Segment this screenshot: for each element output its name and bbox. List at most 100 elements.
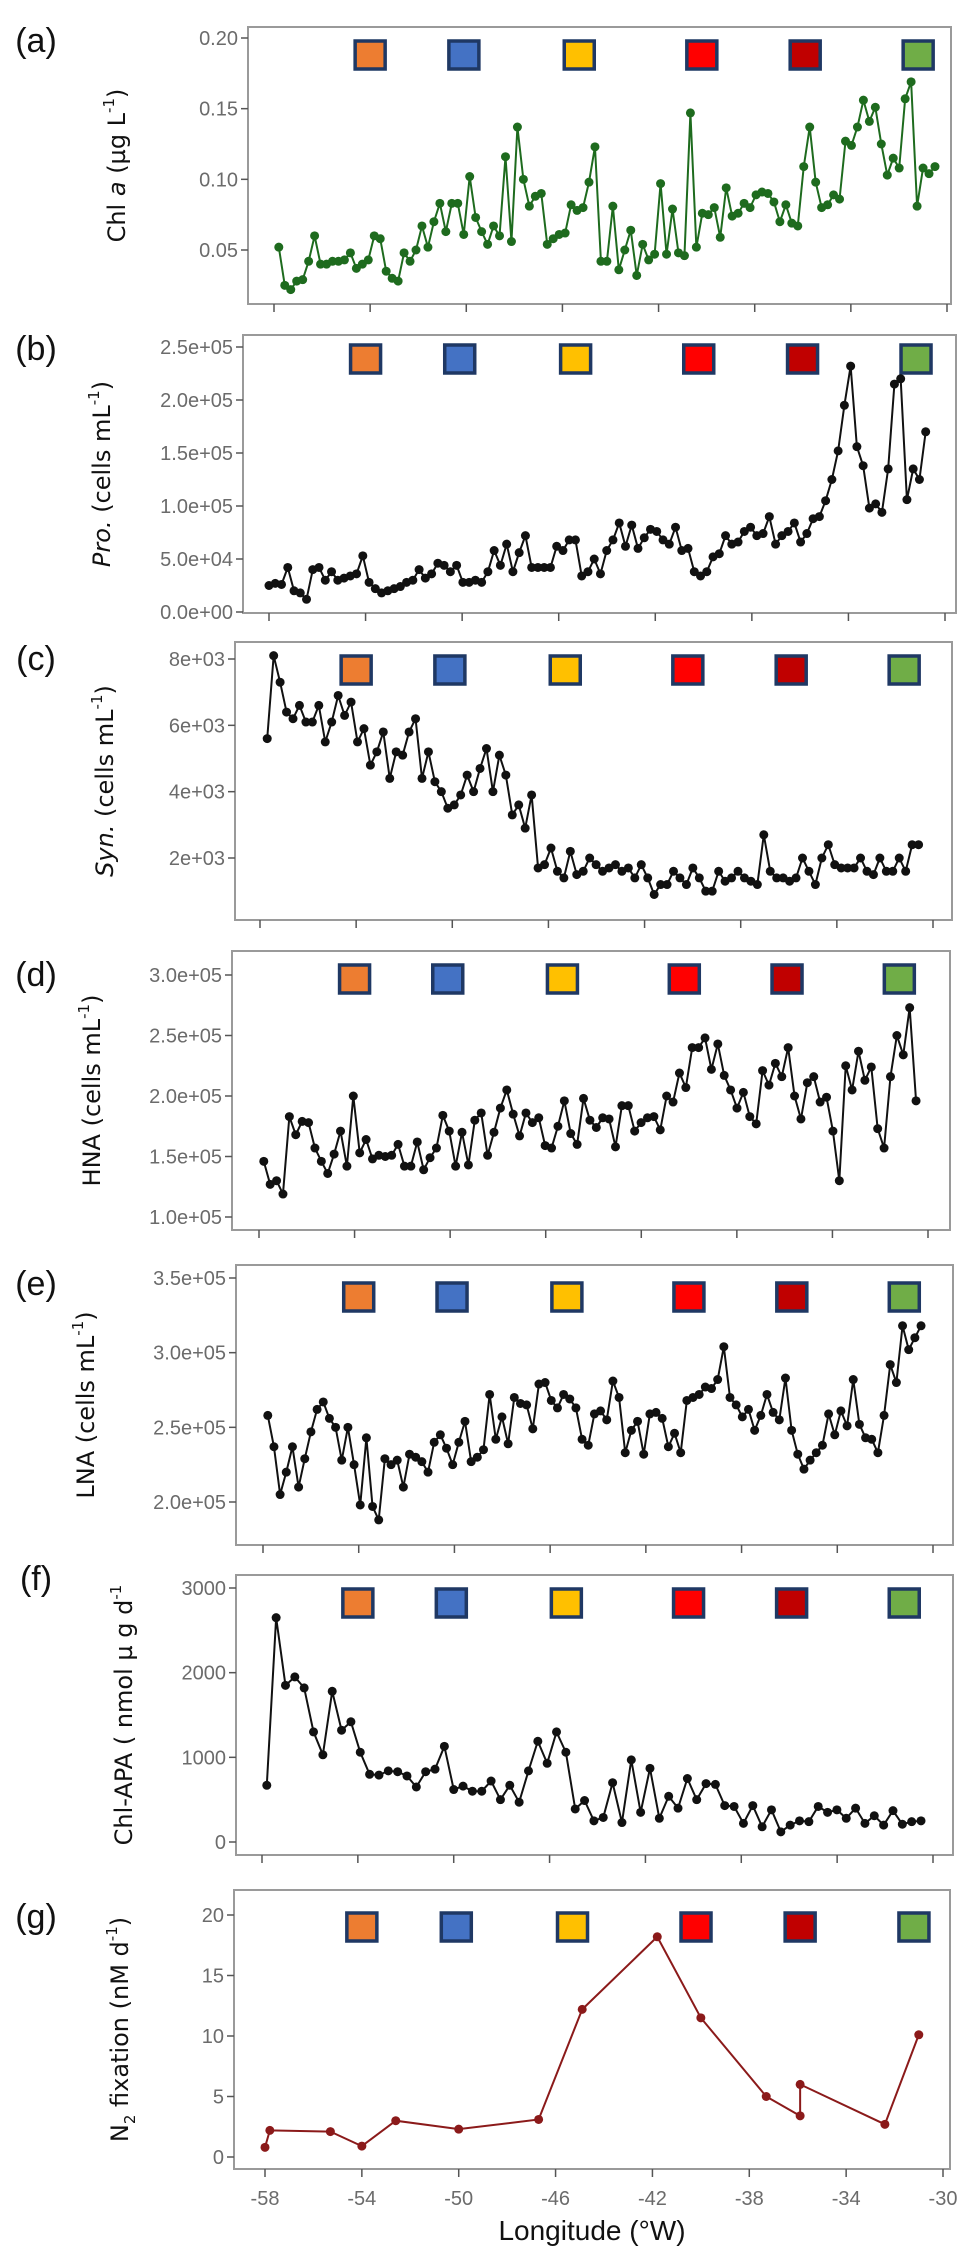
data-point (608, 1376, 618, 1386)
y-axis-title-part: -1 (69, 1321, 87, 1336)
region-marker (783, 1911, 817, 1943)
region-marker (341, 1587, 375, 1619)
data-point (904, 1345, 914, 1355)
y-tick-label: 2.5e+05 (153, 1417, 226, 1439)
data-point (602, 1415, 612, 1425)
data-point (836, 863, 846, 873)
data-point (578, 203, 588, 213)
data-point (674, 1068, 684, 1078)
y-tick-label: 2.0e+05 (153, 1492, 226, 1514)
y-axis-title-part: (µg L (103, 112, 131, 181)
data-point (518, 174, 528, 184)
data-point (566, 1129, 576, 1139)
data-point (485, 1389, 495, 1399)
y-axis-title: Pro. (cells mL-1) (85, 381, 117, 567)
data-point (793, 221, 803, 231)
data-point (632, 270, 642, 280)
data-point (876, 139, 886, 149)
data-point (683, 543, 693, 553)
data-point (720, 1801, 730, 1811)
data-point (656, 880, 666, 890)
data-point (352, 737, 362, 747)
data-point (707, 1384, 717, 1394)
data-point (764, 1080, 774, 1090)
data-point (620, 541, 630, 551)
data-point (469, 787, 479, 797)
panel-e: (e) 2.0e+05 2.5e+05 3.0e+05 3.5e+05 LNA (cell… (15, 1264, 954, 1553)
data-point (442, 1443, 452, 1453)
data-point (663, 1442, 673, 1452)
y-axis-title-part: Syn. (91, 825, 119, 877)
data-point (534, 2114, 544, 2124)
data-point (770, 1058, 780, 1068)
y-tick-label: 2.5e+05 (160, 337, 233, 359)
data-point (471, 212, 481, 222)
data-point (639, 1449, 649, 1459)
plot-frame (234, 641, 953, 921)
data-point (340, 710, 350, 720)
data-point (694, 1043, 704, 1053)
data-point (726, 1085, 736, 1095)
data-point (867, 1434, 877, 1444)
data-point (438, 1110, 448, 1120)
data-point (278, 1189, 288, 1199)
panel-a: (a) 0.05 0.10 0.15 0.20 Chl a (µg L-1) (15, 22, 952, 312)
data-point (799, 162, 809, 172)
data-point (320, 575, 330, 585)
data-point (368, 1501, 378, 1511)
data-point (713, 1039, 723, 1049)
data-point (727, 873, 737, 883)
panel-label: (f) (20, 1560, 52, 1598)
data-point (759, 830, 769, 840)
region-marker (901, 39, 935, 71)
data-point (361, 1135, 371, 1145)
y-axis-title-part: Chl-APA ( nmol µ g d (110, 1600, 138, 1846)
data-point (864, 116, 874, 126)
data-point (866, 1062, 876, 1072)
data-point (636, 1118, 646, 1128)
region-marker (788, 39, 822, 71)
y-tick-label: 10 (202, 2026, 224, 2048)
data-point (654, 1813, 664, 1823)
data-point (598, 1812, 608, 1822)
data-point (775, 217, 785, 227)
data-point (847, 1085, 857, 1095)
data-point (547, 1143, 557, 1153)
data-point (817, 853, 827, 863)
data-point (552, 866, 562, 876)
data-point (489, 546, 499, 556)
data-point (910, 1333, 920, 1343)
y-axis-title-part: HNA (cells mL (78, 1018, 106, 1186)
data-point (714, 866, 724, 876)
data-point (404, 727, 414, 737)
y-axis-title: Syn. (cells mL-1) (88, 685, 120, 877)
data-point (627, 520, 637, 530)
data-point (429, 1437, 439, 1447)
data-point (793, 1449, 803, 1459)
data-point (787, 1425, 797, 1435)
data-point (378, 727, 388, 737)
data-point (833, 446, 843, 456)
data-point (477, 227, 487, 237)
data-point (579, 1093, 589, 1103)
data-point (435, 198, 445, 208)
data-point (346, 697, 356, 707)
y-axis-title-part: Chl (103, 196, 131, 242)
data-point (696, 2013, 706, 2023)
data-point (449, 1785, 459, 1795)
data-point (626, 225, 636, 235)
data-point (897, 1819, 907, 1829)
panel-label: (e) (15, 1265, 57, 1303)
y-tick-label: 1.0e+05 (149, 1207, 222, 1229)
data-point (363, 255, 373, 265)
data-point (617, 1818, 627, 1828)
data-point (914, 2030, 924, 2040)
data-point (649, 1112, 659, 1122)
data-point (564, 535, 574, 545)
y-tick-label: 15 (202, 1966, 224, 1988)
y-axis-title-part: ) (78, 995, 106, 1004)
data-point (342, 1161, 352, 1171)
data-point (706, 1064, 716, 1074)
data-point (508, 1109, 518, 1119)
